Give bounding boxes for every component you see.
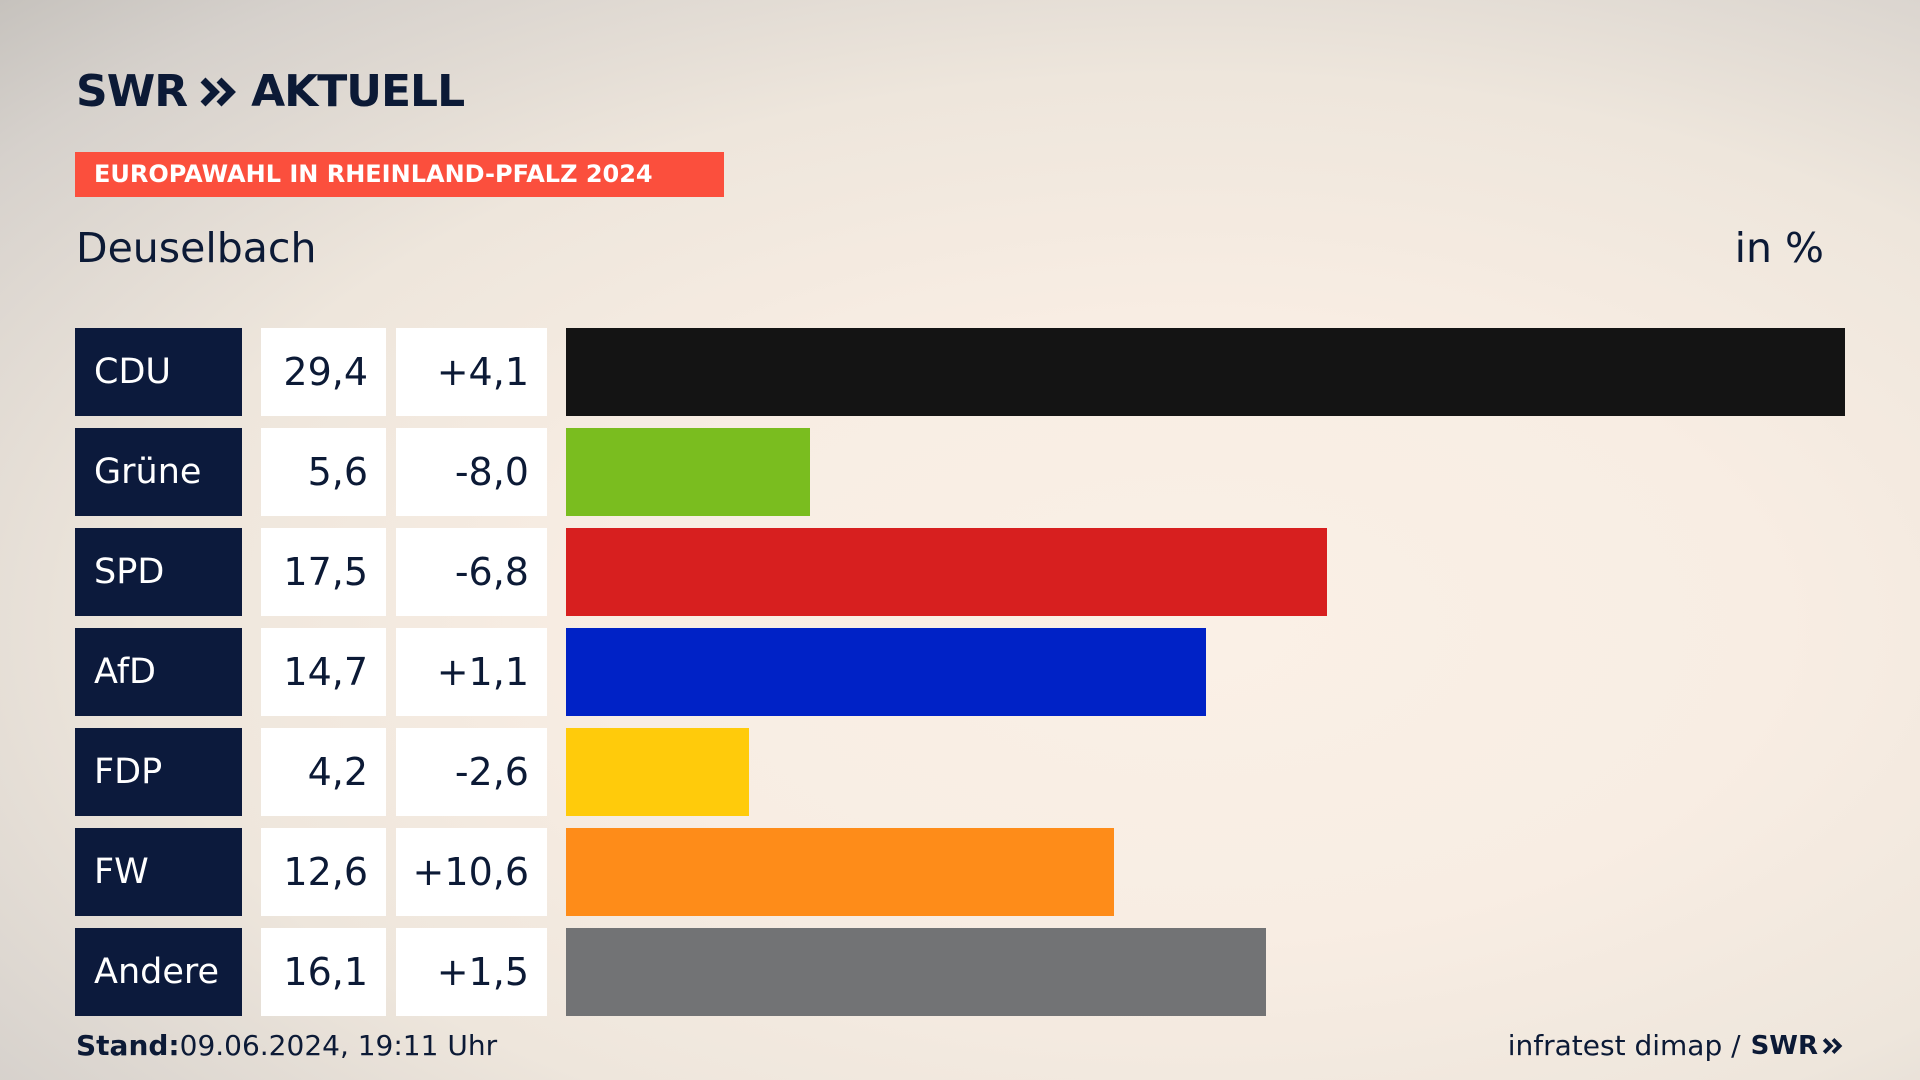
share-value: 16,1 [261,928,386,1016]
region-title: Deuselbach [76,224,317,272]
share-value: 5,6 [261,428,386,516]
result-row: FW 12,6 +10,6 [0,828,1920,916]
party-label: Andere [75,928,242,1016]
change-value: +4,1 [396,328,547,416]
result-row: FDP 4,2 -2,6 [0,728,1920,816]
double-chevron-icon [1822,1038,1843,1054]
change-value: -2,6 [396,728,547,816]
stand-label: Stand: [76,1029,180,1062]
bar [566,828,1114,916]
change-value: +1,1 [396,628,547,716]
party-label: Grüne [75,428,242,516]
share-value: 17,5 [261,528,386,616]
bar [566,428,810,516]
unit-label: in % [1734,224,1824,272]
change-value: +1,5 [396,928,547,1016]
footer-logo-text: SWR [1750,1031,1818,1061]
party-label: CDU [75,328,242,416]
source-credit: infratest dimap / SWR [1508,1028,1844,1064]
bar [566,628,1206,716]
result-row: CDU 29,4 +4,1 [0,328,1920,416]
logo-text: SWR [76,66,188,117]
bar [566,528,1327,616]
share-value: 4,2 [261,728,386,816]
stand-value: 09.06.2024, 19:11 Uhr [179,1029,498,1062]
result-row: Grüne 5,6 -8,0 [0,428,1920,516]
change-value: +10,6 [396,828,547,916]
bar [566,328,1845,416]
logo-suffix: AKTUELL [251,66,465,117]
result-row: Andere 16,1 +1,5 [0,928,1920,1016]
bar [566,928,1266,1016]
party-label: SPD [75,528,242,616]
party-label: FW [75,828,242,916]
footer-swr-logo: SWR [1751,1028,1844,1064]
result-row: AfD 14,7 +1,1 [0,628,1920,716]
timestamp: Stand:09.06.2024, 19:11 Uhr [76,1028,497,1064]
source-text: infratest dimap / [1507,1029,1741,1062]
swr-aktuell-logo: SWR AKTUELL [76,66,465,118]
change-value: -8,0 [396,428,547,516]
election-badge: EUROPAWAHL IN RHEINLAND-PFALZ 2024 [75,152,724,197]
change-value: -6,8 [396,528,547,616]
party-label: AfD [75,628,242,716]
result-row: SPD 17,5 -6,8 [0,528,1920,616]
share-value: 12,6 [261,828,386,916]
double-chevron-icon [200,77,237,107]
share-value: 29,4 [261,328,386,416]
share-value: 14,7 [261,628,386,716]
bar [566,728,749,816]
party-label: FDP [75,728,242,816]
